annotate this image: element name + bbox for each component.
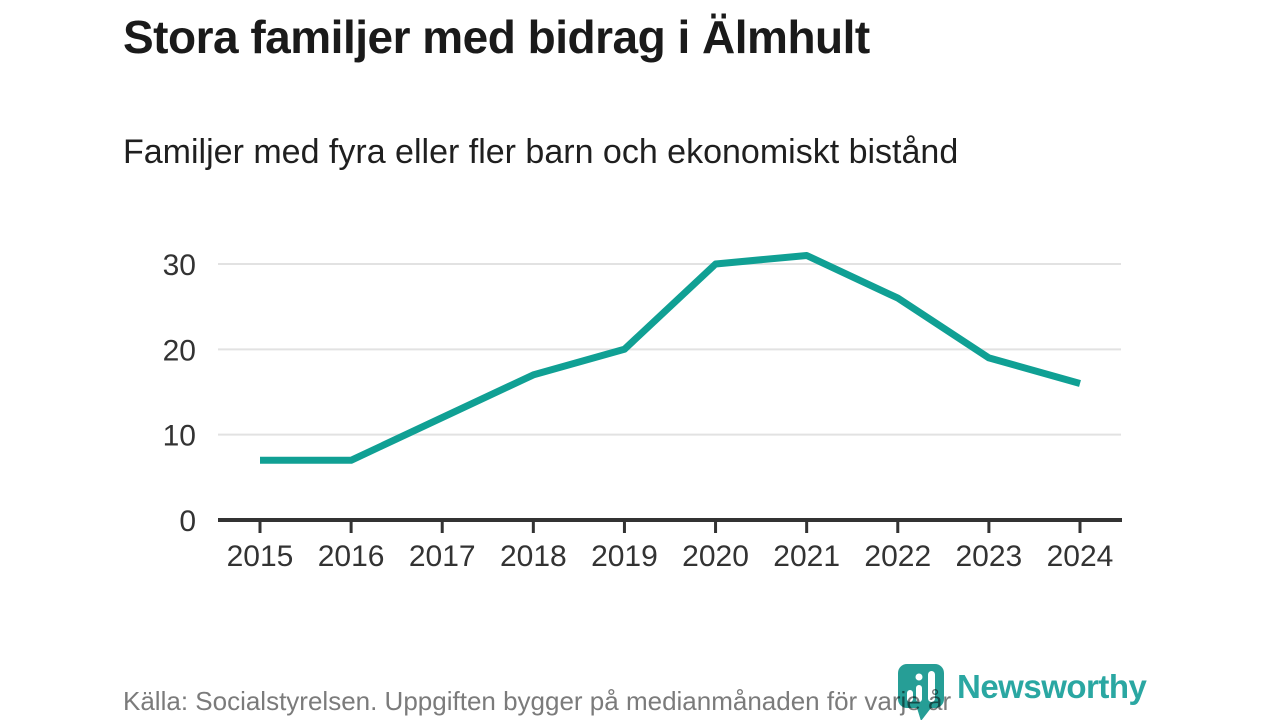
y-tick-label: 0 <box>179 505 196 538</box>
x-tick-label: 2024 <box>1047 540 1114 573</box>
x-axis <box>218 518 1122 533</box>
x-tick-label: 2015 <box>227 540 294 573</box>
x-tick-label: 2019 <box>591 540 658 573</box>
x-tick-label: 2018 <box>500 540 567 573</box>
x-axis-labels: 2015 2016 2017 2018 2019 2020 2021 2022 2023 2024 <box>227 540 1114 573</box>
x-tick-label: 2023 <box>956 540 1023 573</box>
x-tick-label: 2017 <box>409 540 476 573</box>
x-tick-label: 2022 <box>864 540 931 573</box>
y-tick-label: 20 <box>163 334 196 367</box>
x-tick-label: 2016 <box>318 540 385 573</box>
newsworthy-bubble-chart-icon <box>898 664 944 720</box>
newsworthy-logo: Newsworthy <box>898 664 1147 720</box>
x-tick-label: 2020 <box>682 540 749 573</box>
y-axis-labels: 0 10 20 30 <box>163 249 196 538</box>
chart-gridlines <box>218 263 1121 436</box>
source-note: Källa: Socialstyrelsen. Uppgiften bygger… <box>123 686 952 716</box>
newsworthy-wordmark: Newsworthy <box>957 668 1147 705</box>
chart-subtitle: Familjer med fyra eller fler barn och ek… <box>123 133 959 171</box>
series-polyline <box>260 252 1081 464</box>
chart-title: Stora familjer med bidrag i Älmhult <box>123 11 870 63</box>
y-tick-label: 10 <box>163 420 196 453</box>
data-series-line <box>260 252 1081 464</box>
y-tick-label: 30 <box>163 249 196 282</box>
x-tick-label: 2021 <box>773 540 840 573</box>
